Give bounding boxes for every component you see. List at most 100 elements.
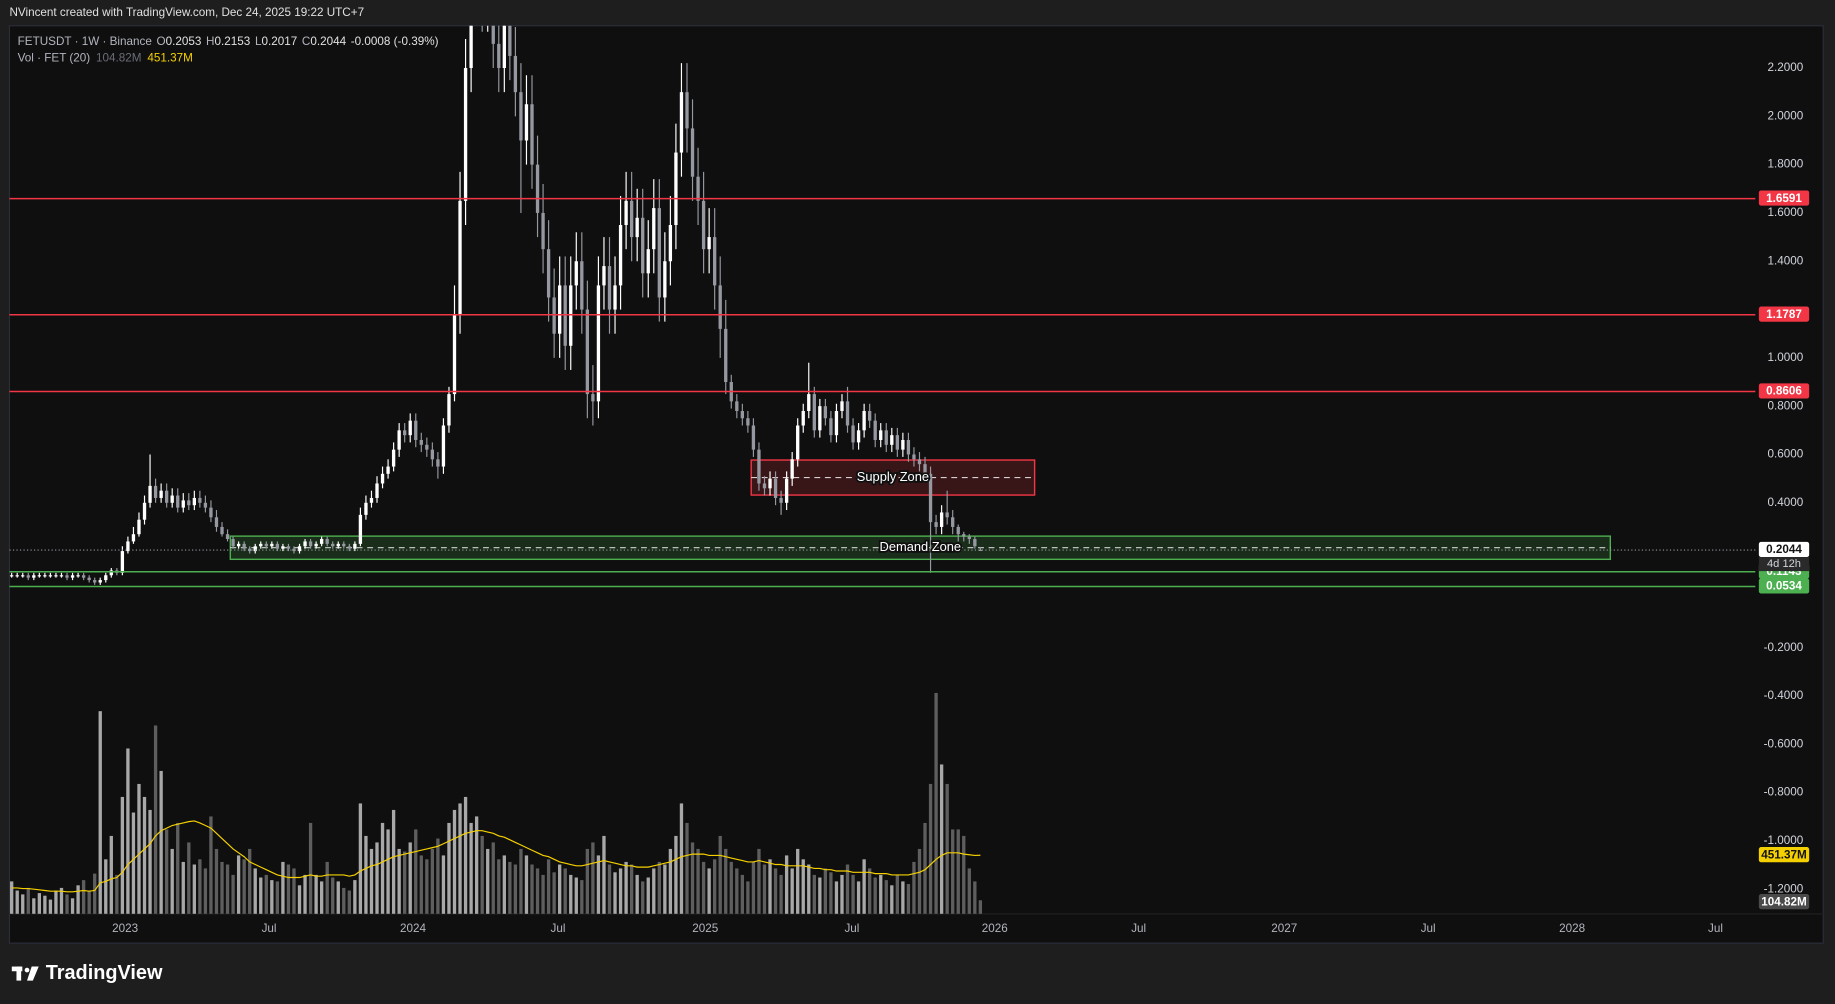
y-tick-label: 0.6000 xyxy=(1768,448,1804,461)
volume-bar xyxy=(297,885,302,914)
candle-body xyxy=(801,411,805,426)
candle-body xyxy=(629,200,634,238)
candle-body xyxy=(679,92,684,153)
volume-bar xyxy=(618,868,623,914)
candle-body xyxy=(862,411,866,431)
candle-body xyxy=(187,500,191,506)
candle-body xyxy=(497,43,501,69)
candle-body xyxy=(613,285,617,310)
volume-last-label: 104.82M xyxy=(1761,895,1806,908)
volume-bar xyxy=(912,861,916,914)
volume-bar xyxy=(724,848,728,914)
candle-body xyxy=(762,483,767,489)
volume-bar xyxy=(779,874,783,914)
x-tick-label: 2025 xyxy=(692,922,719,935)
candle-body xyxy=(607,266,612,310)
y-tick-label: -0.8000 xyxy=(1764,786,1804,799)
candle-body xyxy=(441,425,446,467)
volume-bar xyxy=(757,848,761,914)
ohlc-key: L xyxy=(255,35,262,48)
volume-bar xyxy=(198,859,202,914)
candle-body xyxy=(701,200,706,250)
volume-bar xyxy=(746,881,750,914)
volume-bar xyxy=(840,874,844,914)
volume-bar xyxy=(286,864,291,914)
volume-bar xyxy=(15,890,19,914)
volume-bar xyxy=(502,855,506,914)
plot-area xyxy=(10,25,1612,914)
volume-bar xyxy=(890,885,894,914)
countdown: 4d 12h xyxy=(1767,558,1801,570)
volume-bar xyxy=(834,881,839,914)
candle-body xyxy=(375,483,379,498)
volume-bar xyxy=(26,887,30,914)
volume-bar xyxy=(275,881,280,914)
volume-bar xyxy=(308,822,313,914)
volume-bar xyxy=(718,835,722,914)
volume-bar xyxy=(126,748,130,914)
candle-body xyxy=(397,430,401,450)
candle-body xyxy=(192,497,196,506)
volume-bar xyxy=(497,859,501,914)
candle-body xyxy=(596,285,601,402)
volume-bar xyxy=(21,894,25,914)
candle-body xyxy=(236,543,241,547)
zone-label: Supply Zone xyxy=(857,469,929,484)
candle-body xyxy=(569,285,573,346)
volume-bar xyxy=(796,848,800,914)
volume-bar xyxy=(674,835,678,914)
volume-bar xyxy=(679,803,684,914)
volume-bar xyxy=(375,842,379,914)
volume-bar xyxy=(707,868,711,914)
volume-bar xyxy=(928,783,933,914)
candle-body xyxy=(906,439,911,455)
candle-body xyxy=(65,575,69,578)
volume-bar xyxy=(558,864,562,914)
candle-body xyxy=(203,502,208,508)
candle-body xyxy=(248,548,252,552)
candle-body xyxy=(502,25,506,69)
candle-body xyxy=(967,536,971,540)
candle-body xyxy=(823,406,828,419)
volume-bar xyxy=(480,835,484,914)
candle-body xyxy=(10,575,14,577)
x-tick-label: 2027 xyxy=(1271,922,1297,935)
candle-body xyxy=(447,394,451,426)
volume-bar xyxy=(469,822,473,914)
volume-bar xyxy=(939,764,944,914)
candle-body xyxy=(895,435,900,450)
y-tick-label: -0.4000 xyxy=(1764,689,1804,702)
x-tick-label: Jul xyxy=(1131,922,1146,935)
candle-body xyxy=(663,261,667,298)
candle-body xyxy=(779,497,783,503)
volume-bar xyxy=(380,822,385,914)
candle-body xyxy=(580,261,584,310)
candle-body xyxy=(281,546,285,549)
candle-body xyxy=(956,526,960,535)
candle-body xyxy=(917,459,922,465)
volume-bar xyxy=(602,835,606,914)
candle-body xyxy=(812,394,816,431)
candle-body xyxy=(945,512,949,518)
volume-bar xyxy=(690,842,695,914)
volume-bar xyxy=(923,822,927,914)
volume-bar xyxy=(98,711,102,914)
volume-bar xyxy=(884,880,888,914)
volume-bar xyxy=(629,864,634,914)
volume-bar xyxy=(81,880,86,914)
volume-bar xyxy=(397,848,401,914)
volume-bar xyxy=(596,855,601,914)
volume-bar xyxy=(762,864,767,914)
volume-bar xyxy=(696,848,700,914)
volume-bar xyxy=(353,880,357,914)
candle-body xyxy=(259,543,263,547)
change: -0.0008 (-0.39%) xyxy=(351,35,439,48)
volume-bar xyxy=(934,692,938,914)
candle-body xyxy=(253,546,257,552)
candle-body xyxy=(879,430,883,440)
volume-bar xyxy=(425,859,429,914)
volume-bar xyxy=(751,861,756,914)
volume-bar xyxy=(336,881,340,914)
candle-body xyxy=(834,411,839,436)
candle-body xyxy=(784,478,789,503)
